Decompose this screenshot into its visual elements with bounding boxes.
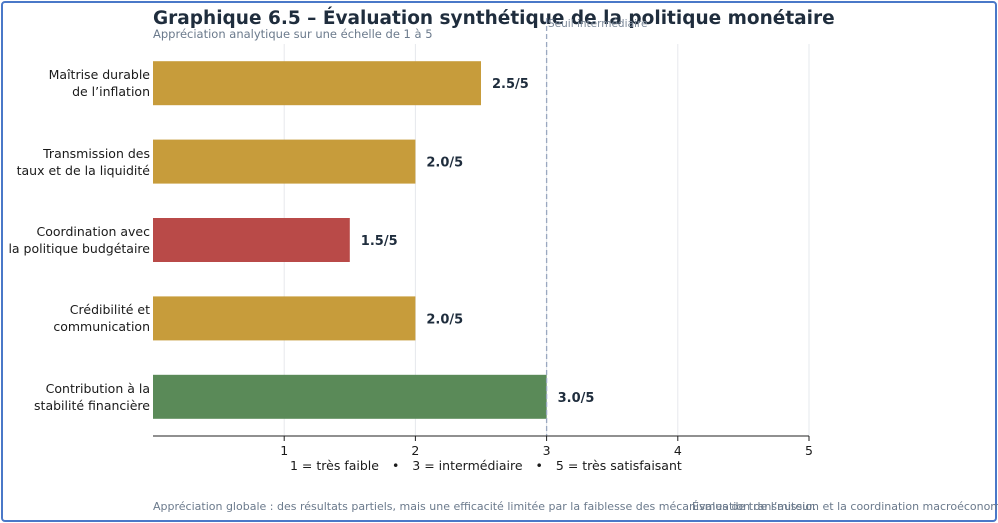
category-label-line: Transmission des: [43, 145, 150, 161]
bar-value-label: 1.5/5: [361, 234, 398, 249]
bar: [153, 139, 416, 184]
bar-value-label: 2.0/5: [426, 156, 463, 171]
reference-line-label: Seuil intermédiaire: [548, 18, 648, 30]
category-label-line: communication: [53, 319, 150, 335]
bar-value-label: 2.5/5: [492, 77, 529, 92]
x-tick-label: 4: [674, 443, 682, 458]
x-tick-label: 2: [411, 443, 419, 458]
legend-separator: •: [535, 458, 543, 473]
legend-separator: •: [391, 458, 400, 473]
category-label-line: de l’inflation: [72, 84, 150, 100]
category-label-line: Coordination avec: [36, 224, 150, 239]
chart-subtitle: Appréciation analytique sur une échelle …: [153, 27, 433, 41]
category-label: Contribution à la stabilité financière: [0, 380, 150, 414]
bar: [153, 61, 481, 106]
bar: [153, 296, 416, 341]
bar: [153, 374, 547, 419]
chart-title: Graphique 6.5 – Évaluation synthétique d…: [153, 8, 835, 29]
legend-scale-5: 5 = très satisfaisant: [555, 458, 682, 473]
category-label-line: stabilité financière: [34, 397, 150, 413]
bar: [153, 218, 350, 262]
category-label: Crédibilité et communication: [0, 301, 150, 335]
category-label-line: Crédibilité et: [69, 302, 150, 318]
x-tick-label: 3: [543, 443, 551, 458]
category-label-line: Contribution à la: [45, 380, 150, 396]
source-note: Évaluation de l’auteur.: [692, 500, 817, 513]
category-label-line: taux et de la liquidité: [16, 162, 150, 178]
scale-legend: 1 = très faible • 3 = intermédiaire • 5 …: [290, 458, 682, 473]
x-tick-label: 5: [805, 443, 813, 458]
category-label: Transmission des taux et de la liquidité: [0, 145, 150, 179]
category-label: Coordination avec la politique budgétaire: [0, 223, 150, 257]
x-tick-label: 1: [280, 443, 288, 458]
bar-value-label: 3.0/5: [558, 391, 595, 406]
category-label: Maîtrise durable de l’inflation: [0, 66, 150, 100]
bar-value-label: 2.0/5: [426, 312, 463, 327]
category-label-line: la politique budgétaire: [8, 241, 150, 256]
category-label-line: Maîtrise durable: [48, 67, 150, 83]
footnote: Appréciation globale : des résultats par…: [153, 500, 998, 513]
legend-scale-1: 1 = très faible: [290, 458, 379, 473]
legend-scale-3: 3 = intermédiaire: [412, 458, 523, 473]
